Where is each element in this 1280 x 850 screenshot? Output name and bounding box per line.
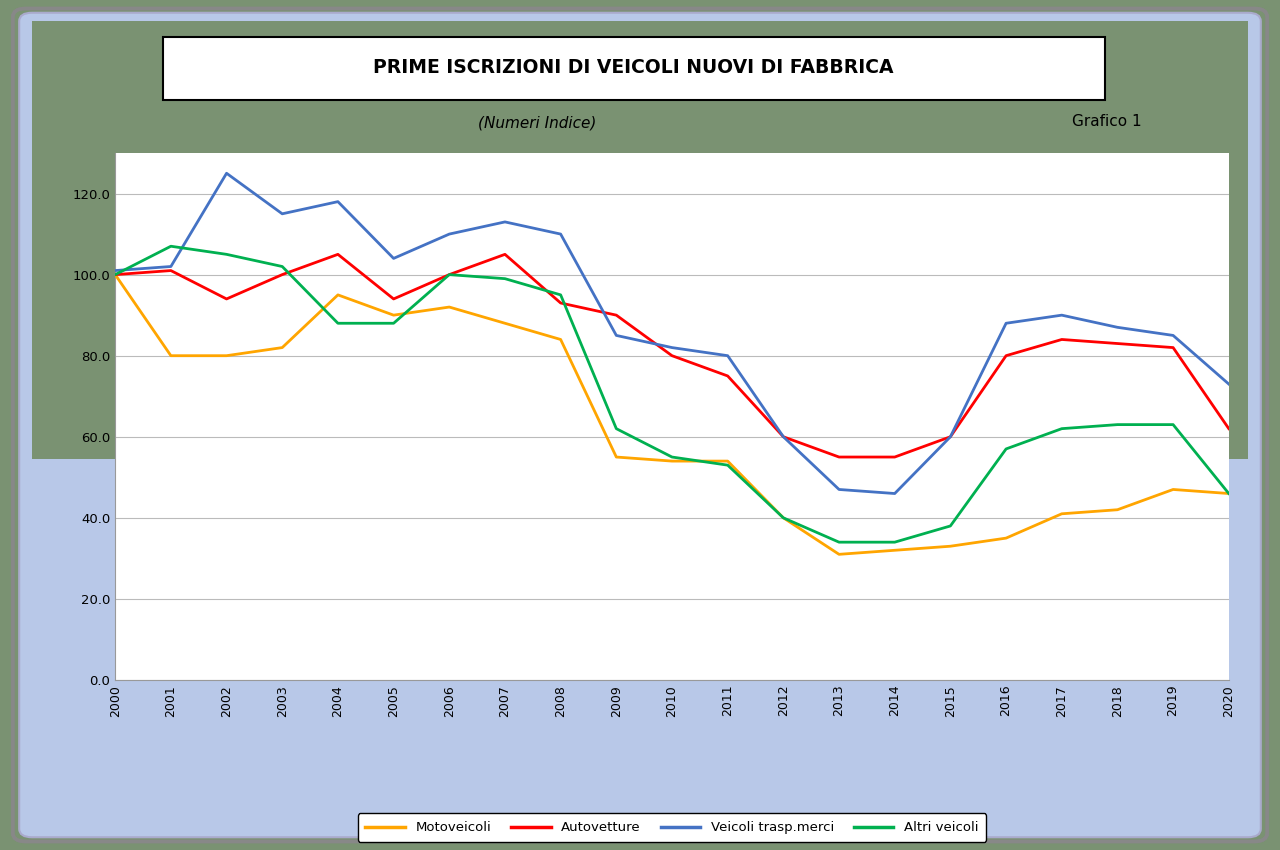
Text: Grafico 1: Grafico 1 <box>1073 114 1142 129</box>
Text: PRIME ISCRIZIONI DI VEICOLI NUOVI DI FABBRICA: PRIME ISCRIZIONI DI VEICOLI NUOVI DI FAB… <box>374 58 893 76</box>
FancyBboxPatch shape <box>13 8 1267 842</box>
Legend: Motoveicoli, Autovetture, Veicoli trasp.merci, Altri veicoli: Motoveicoli, Autovetture, Veicoli trasp.… <box>357 813 987 842</box>
FancyBboxPatch shape <box>163 37 1105 100</box>
Bar <box>32 21 1248 459</box>
FancyBboxPatch shape <box>19 13 1261 837</box>
Text: (Numeri Indice): (Numeri Indice) <box>479 116 596 131</box>
